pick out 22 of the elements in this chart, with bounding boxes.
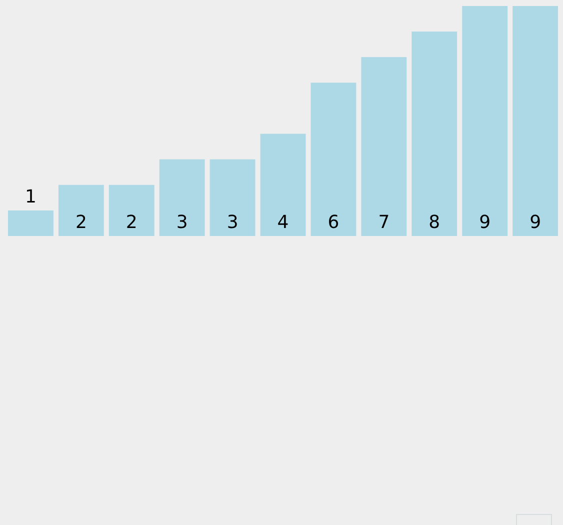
data-label: 3 [226, 212, 238, 233]
bar [210, 159, 256, 236]
bar [512, 6, 558, 236]
bar [58, 184, 104, 236]
bar [361, 57, 407, 236]
bar [310, 82, 356, 236]
data-label: 6 [328, 212, 340, 233]
data-label: 4 [277, 212, 289, 233]
bar [260, 134, 306, 236]
data-label: 8 [428, 212, 440, 233]
data-label: 2 [126, 212, 138, 233]
data-label: 1 [24, 186, 36, 208]
bar [8, 210, 54, 236]
bar [462, 6, 508, 236]
bar [159, 159, 205, 236]
data-label: 2 [75, 212, 87, 233]
data-label: 3 [176, 212, 188, 233]
data-label: 9 [530, 212, 542, 233]
data-label: 9 [479, 212, 491, 233]
bar [412, 32, 458, 236]
bar [108, 184, 154, 236]
data-label: 7 [378, 212, 390, 233]
